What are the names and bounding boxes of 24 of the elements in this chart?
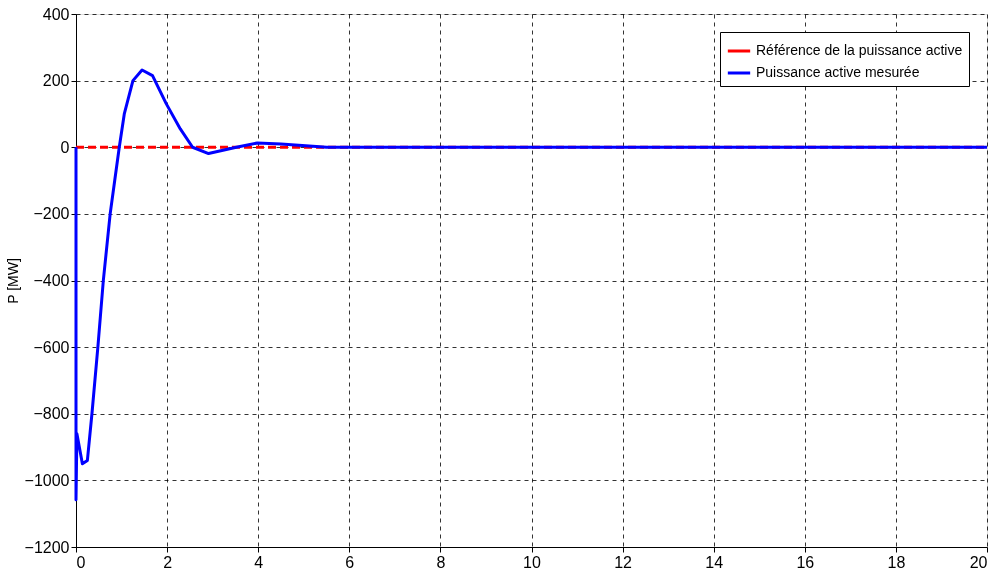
y-tick-label: 0 [60,138,70,156]
x-tick-label: 8 [436,553,446,571]
x-tick-label: 12 [614,553,633,571]
y-tick-label: −200 [33,205,70,223]
x-tick-label: 6 [345,553,355,571]
legend-label: Puissance active mesurée [756,64,920,80]
y-tick-label: −600 [33,338,70,356]
x-tick-label: 4 [254,553,264,571]
legend-label: Référence de la puissance active [756,42,963,58]
y-tick-label: −1000 [24,471,70,489]
y-tick-label: 200 [42,72,70,90]
x-tick-label: 18 [887,553,906,571]
y-tick-label: −800 [33,405,70,423]
x-tick-label: 16 [796,553,815,571]
y-axis-title: P [MW] [4,258,21,304]
x-tick-label: 20 [969,553,988,571]
y-tick-label: 400 [42,5,70,23]
x-tick-label: 10 [523,553,541,571]
x-tick-label: 14 [705,553,724,571]
x-tick-label: 0 [76,553,86,571]
y-tick-label: −1200 [24,538,70,556]
y-tick-label: −400 [33,272,70,289]
line-series [74,68,989,502]
x-tick-label: 2 [163,553,173,571]
